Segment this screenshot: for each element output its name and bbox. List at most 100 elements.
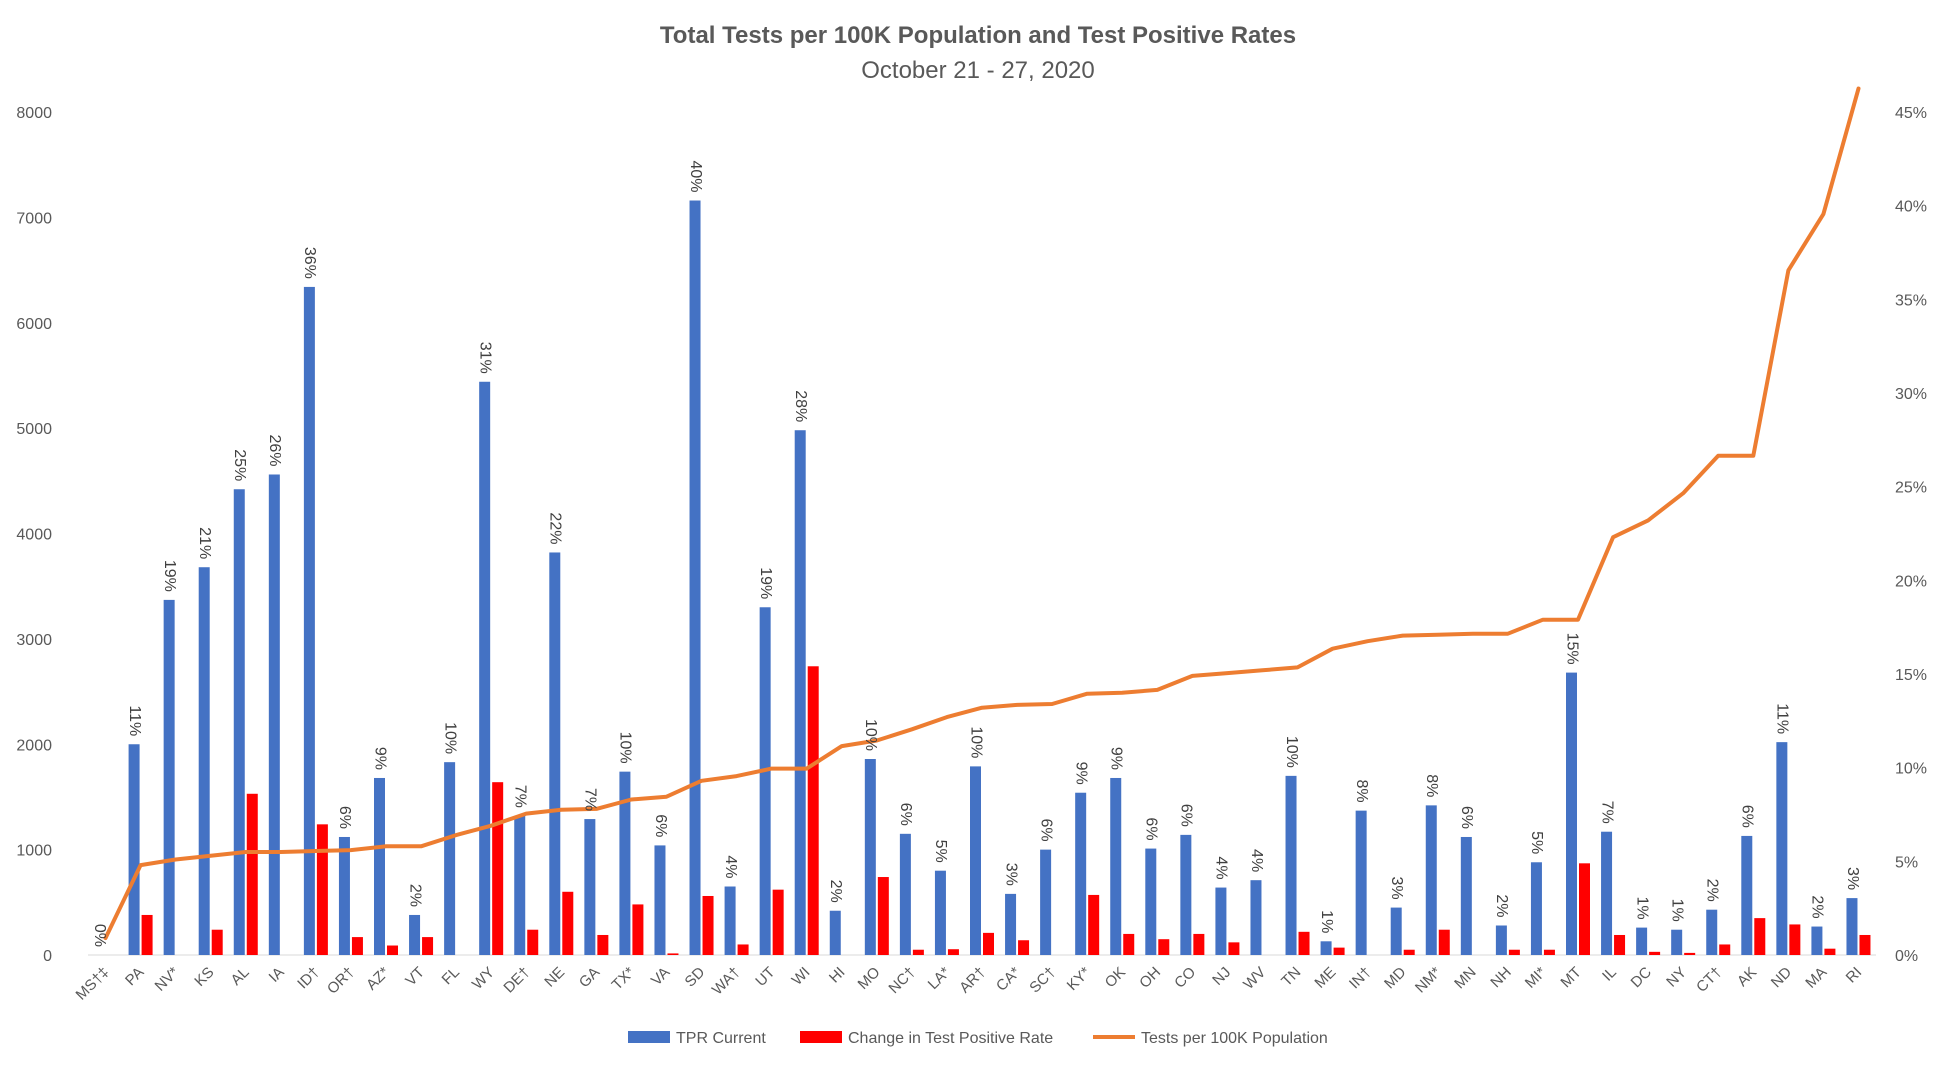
y-left-tick-label: 3000	[16, 632, 52, 649]
category-label: NV*	[152, 964, 183, 995]
data-label: 11%	[126, 705, 143, 736]
category-label: GA	[576, 964, 603, 991]
bar-change-tpr	[527, 929, 539, 955]
data-label: 2%	[1493, 894, 1510, 917]
category-label: MI*	[1522, 964, 1550, 992]
bar-tpr-current	[619, 771, 631, 955]
data-label: 9%	[1108, 747, 1125, 770]
category-label: NC†	[885, 964, 918, 997]
category-label: ND	[1768, 964, 1795, 991]
line-series	[103, 86, 1861, 941]
bar-tpr-current	[584, 819, 596, 955]
data-label: 36%	[301, 247, 318, 279]
data-label: 6%	[897, 803, 914, 826]
bar-tpr-current	[374, 777, 385, 955]
bar-change-tpr	[597, 934, 609, 955]
legend-label: Tests per 100K Population	[1141, 1030, 1328, 1047]
bar-change-tpr	[1543, 949, 1555, 955]
category-label: MA	[1802, 964, 1830, 992]
bar-tpr-current	[1005, 893, 1017, 955]
bar-change-tpr	[422, 937, 434, 955]
legend-label: Change in Test Positive Rate	[848, 1030, 1053, 1047]
bar-series	[128, 200, 1871, 955]
data-label: 4%	[1248, 849, 1265, 872]
bar-change-tpr	[1158, 939, 1170, 955]
bar-tpr-current	[1320, 941, 1332, 955]
category-label: HI	[826, 964, 849, 987]
category-label: NM*	[1412, 964, 1445, 997]
data-label: 10%	[967, 726, 984, 758]
bar-tpr-current	[409, 914, 421, 955]
category-label: TN	[1278, 964, 1304, 990]
bar-tpr-current	[1250, 880, 1262, 955]
category-label: MS†‡	[73, 964, 113, 1004]
y-axis-left: 0 1000 2000 3000 4000 5000 6000 7000 8000	[16, 105, 52, 965]
x-axis-categories: MS†‡ PA NV* KS AL IA ID† OR† AZ* VT FL WY DE† NE GA TX*…	[73, 964, 1866, 1004]
category-label: WV	[1240, 964, 1269, 993]
data-label: 7%	[1598, 801, 1615, 824]
bar-change-tpr	[492, 782, 504, 955]
bar-tpr-current	[1180, 834, 1192, 955]
bar-change-tpr	[1684, 952, 1696, 955]
data-label: 25%	[231, 449, 248, 481]
bar-tpr-current	[514, 815, 526, 955]
bar-tpr-current	[1741, 835, 1753, 955]
data-label: 0%	[91, 924, 108, 947]
y-axis-right: 0% 5% 10% 15% 20% 25% 30% 35% 40% 45%	[1895, 105, 1927, 965]
bar-change-tpr	[737, 944, 749, 955]
category-label: CO	[1171, 964, 1199, 992]
legend-swatch	[628, 1031, 670, 1043]
bar-change-tpr	[1438, 929, 1450, 955]
bar-tpr-current	[1460, 836, 1472, 955]
bar-tpr-current	[899, 833, 911, 955]
y-left-tick-label: 8000	[16, 105, 52, 122]
data-label: 10%	[862, 719, 879, 751]
bar-tpr-current	[1706, 909, 1718, 955]
data-label: 7%	[512, 785, 529, 808]
bar-change-tpr	[1123, 933, 1135, 955]
bar-change-tpr	[211, 929, 223, 955]
bar-tpr-current	[1110, 777, 1122, 955]
y-left-tick-label: 0	[43, 948, 52, 965]
data-label: 6%	[652, 814, 669, 837]
category-label: ME	[1311, 964, 1339, 992]
data-label: 3%	[1844, 867, 1861, 890]
legend: TPR Current Change in Test Positive Rate T…	[628, 1030, 1328, 1047]
bar-tpr-current	[934, 870, 946, 955]
data-label: 1%	[1633, 896, 1650, 919]
category-label: MO	[855, 964, 884, 993]
bar-tpr-current	[1285, 775, 1297, 955]
bar-tpr-current	[1495, 925, 1507, 955]
bar-tpr-current	[829, 910, 841, 955]
category-label: DE†	[500, 964, 533, 997]
bar-tpr-current	[233, 489, 245, 955]
bar-tpr-current	[1215, 887, 1227, 955]
category-label: VT	[402, 964, 428, 990]
bar-tpr-current	[864, 759, 876, 955]
category-label: DC	[1628, 964, 1655, 991]
bar-change-tpr	[877, 877, 889, 955]
bar-change-tpr	[1754, 918, 1766, 955]
data-label: 10%	[617, 732, 634, 764]
bar-tpr-current	[1530, 862, 1542, 955]
y-right-tick-label: 45%	[1895, 105, 1927, 122]
y-right-tick-label: 10%	[1895, 761, 1927, 778]
data-label: 2%	[1704, 879, 1721, 902]
data-label: 1%	[1668, 899, 1685, 922]
bar-tpr-current	[549, 552, 561, 955]
y-right-tick-label: 15%	[1895, 667, 1927, 684]
category-label: IN†	[1346, 964, 1375, 993]
data-label: 5%	[1528, 831, 1545, 854]
y-right-tick-label: 25%	[1895, 480, 1927, 497]
data-label: 7%	[582, 788, 599, 811]
bar-change-tpr	[1228, 942, 1240, 955]
data-label: 2%	[406, 884, 423, 907]
bar-tpr-current	[759, 607, 771, 955]
bar-change-tpr	[1579, 863, 1590, 955]
bar-change-tpr	[1859, 934, 1871, 955]
category-label: OK	[1102, 964, 1129, 991]
category-label: RI	[1843, 964, 1866, 987]
category-label: FL	[439, 964, 463, 988]
category-label: UT	[752, 964, 778, 990]
